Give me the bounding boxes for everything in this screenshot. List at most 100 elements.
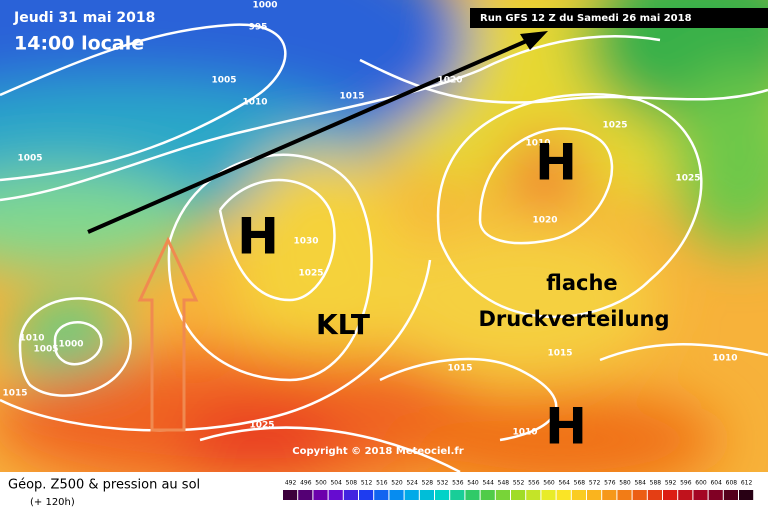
scale-label: 596 [680, 480, 692, 487]
scale-swatch [419, 490, 434, 500]
isobar-label: 1010 [712, 354, 737, 364]
run-box [470, 8, 768, 28]
isobar-label: 1025 [675, 174, 700, 184]
scale-label: 540 [467, 480, 479, 487]
annotation: flache [546, 271, 617, 295]
scale-label: 580 [619, 480, 631, 487]
scale-label: 560 [543, 480, 555, 487]
scale-swatch [298, 490, 313, 500]
isobar-label: 1010 [525, 139, 550, 149]
scale-label: 556 [528, 480, 540, 487]
isobar-label: 1010 [19, 334, 44, 344]
scale-swatch [526, 490, 541, 500]
high-center: H [237, 208, 279, 266]
scale-swatch [404, 490, 419, 500]
flow-arrow-head [520, 31, 548, 50]
scale-label: 604 [710, 480, 722, 487]
isobar-labels: 1000995100510101015102010051010102510251… [2, 1, 737, 438]
scale-swatch [632, 490, 647, 500]
legend-title: Géop. Z500 & pression au sol [8, 478, 200, 493]
scale-swatch [602, 490, 617, 500]
isobar-label: 1030 [293, 237, 318, 247]
scale-label: 552 [513, 480, 525, 487]
scale-swatch [723, 490, 738, 500]
scale-label: 492 [285, 480, 297, 487]
scale-label: 592 [665, 480, 677, 487]
scale-label: 588 [650, 480, 662, 487]
scale-label: 528 [422, 480, 434, 487]
isobar-label: 1020 [532, 216, 557, 226]
scale-swatch [435, 490, 450, 500]
isobar-label: 1015 [339, 92, 364, 102]
scale-swatch [465, 490, 480, 500]
scale-label: 504 [330, 480, 342, 487]
scale-swatch [495, 490, 510, 500]
scale-label: 512 [361, 480, 373, 487]
scale-swatch [374, 490, 389, 500]
run-info: Run GFS 12 Z du Samedi 26 mai 2018 [480, 13, 692, 24]
isobar-label: 1025 [298, 269, 323, 279]
scale-swatch [708, 490, 723, 500]
scale-label: 544 [482, 480, 494, 487]
scale-swatch [511, 490, 526, 500]
scale-label: 508 [346, 480, 358, 487]
scale-label: 496 [300, 480, 312, 487]
scale-label: 568 [574, 480, 586, 487]
scale-label: 608 [726, 480, 738, 487]
scale-swatch [693, 490, 708, 500]
scale-swatch [647, 490, 662, 500]
scale-swatch [480, 490, 495, 500]
scale-swatch [587, 490, 602, 500]
scale-label: 572 [589, 480, 601, 487]
isobar-label: 1005 [17, 154, 42, 164]
isobar-label: 1015 [447, 364, 472, 374]
scale-label: 584 [634, 480, 646, 487]
copyright: Copyright © 2018 Meteociel.fr [292, 446, 463, 457]
scale-label: 532 [437, 480, 449, 487]
color-scale: 492 496 500 504 508 512 516 520 524 528 532 536 540 5… [283, 480, 754, 500]
scale-swatch [283, 490, 298, 500]
scale-label: 520 [391, 480, 403, 487]
scale-swatch [556, 490, 571, 500]
scale-swatch [571, 490, 586, 500]
scale-swatch [313, 490, 328, 500]
isobar-label: 1005 [33, 345, 58, 355]
scale-swatch [541, 490, 556, 500]
isobar-label: 1000 [58, 340, 83, 350]
scale-swatch [617, 490, 632, 500]
scale-label: 600 [695, 480, 707, 487]
scale-label: 500 [315, 480, 327, 487]
isobar-label: 1005 [211, 76, 236, 86]
scale-swatch [359, 490, 374, 500]
scale-label: 536 [452, 480, 464, 487]
scale-swatch [328, 490, 343, 500]
date: Jeudi 31 mai 2018 [13, 10, 155, 26]
isobar-label: 1025 [602, 121, 627, 131]
isobar-label: 1020 [437, 76, 462, 86]
isobar-label: 995 [249, 23, 268, 33]
scale-label: 516 [376, 480, 388, 487]
isobars [0, 23, 768, 472]
scale-label: 548 [498, 480, 510, 487]
annotation: Druckverteilung [478, 307, 669, 331]
map-field [0, 0, 768, 472]
isobar-label: 1010 [512, 428, 537, 438]
isobar-label: 1015 [2, 389, 27, 399]
flow-arrow [87, 34, 539, 234]
isobar-label: 1000 [252, 1, 277, 11]
scale-label: 524 [406, 480, 418, 487]
scale-label: 564 [558, 480, 570, 487]
isobar-label: 1010 [242, 98, 267, 108]
centers: H H H KLT flache Druckverteilung [237, 134, 669, 456]
warm-air-arrow [137, 236, 199, 432]
low-center: KLT [316, 308, 370, 341]
scale-swatch [450, 490, 465, 500]
isobar-label: 1015 [547, 349, 572, 359]
high-center: H [535, 134, 577, 192]
scale-swatch [389, 490, 404, 500]
scale-swatch [739, 490, 754, 500]
scale-swatch [343, 490, 358, 500]
scale-label: 576 [604, 480, 616, 487]
legend-subtitle: (+ 120h) [30, 497, 75, 508]
isobar-label: 1025 [249, 421, 274, 431]
